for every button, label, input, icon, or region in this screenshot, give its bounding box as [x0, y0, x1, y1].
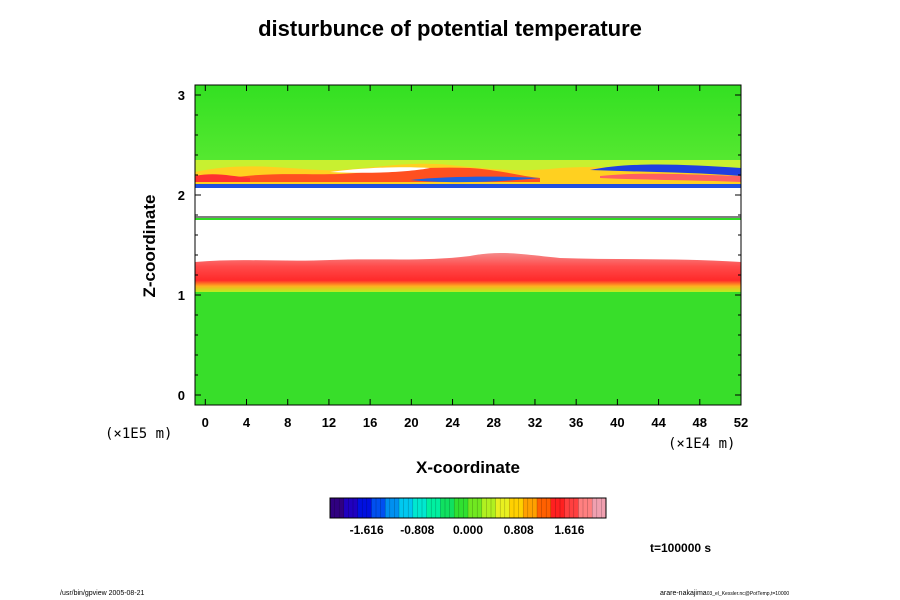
x-tick-label: 16 [363, 415, 377, 430]
colorbar-cell [330, 498, 345, 518]
x-tick-label: 52 [734, 415, 748, 430]
x-tick-label: 20 [404, 415, 418, 430]
colorbar-cell [426, 498, 441, 518]
time-annotation: t=100000 s [650, 541, 712, 555]
colorbar-cell [412, 498, 428, 518]
colorbar-tick-label: 1.616 [554, 523, 584, 537]
footer-right-sub: 03_el_Kessler.nc@PotTemp,t=10000 [706, 591, 790, 597]
chart-title: disturbunce of potential temperature [258, 16, 642, 41]
colorbar-cell [481, 498, 497, 518]
colorbar-cell [578, 498, 593, 518]
lower-layer [195, 292, 741, 405]
colorbar-cell [523, 498, 538, 518]
colorbar-cell [537, 498, 552, 518]
colorbar-tick-label: -0.808 [400, 523, 434, 537]
y-axis-title: Z-coordinate [140, 194, 159, 298]
colorbar-cell [385, 498, 400, 518]
colorbar-cell [454, 498, 469, 518]
x-axis-title: X-coordinate [416, 458, 520, 477]
x-tick-label: 48 [693, 415, 707, 430]
plot-frame [194, 84, 742, 406]
x-tick-label: 24 [445, 415, 460, 430]
colorbar-cell [592, 498, 607, 518]
y-tick-label: 3 [178, 88, 185, 103]
colorbar-frame [329, 497, 607, 519]
y-tick-label: 1 [178, 288, 185, 303]
colorbar-cell [550, 498, 566, 518]
y-tick-label: 0 [178, 388, 185, 403]
colorbar-tick-label: 0.808 [504, 523, 534, 537]
y-unit-label: (×1E5 m) [105, 426, 173, 442]
x-tick-label: 32 [528, 415, 542, 430]
x-tick-label: 40 [610, 415, 624, 430]
footer-right: arare-nakajima03_el_Kessler.nc@PotTemp,t… [660, 590, 789, 597]
colorbar-cell [509, 498, 524, 518]
wave-layer [195, 160, 741, 188]
colorbar-cell [399, 498, 414, 518]
colorbar-cell [343, 498, 359, 518]
colorbar-tick-label: -1.616 [350, 523, 384, 537]
footer-left: /usr/bin/gpview 2005-08-21 [60, 590, 145, 597]
x-tick-label: 12 [322, 415, 336, 430]
colorbar-cell [495, 498, 510, 518]
x-tick-label: 4 [243, 415, 251, 430]
x-tick-label: 28 [487, 415, 501, 430]
x-tick-label: 36 [569, 415, 583, 430]
footer-right-main: arare-nakajima [660, 590, 707, 597]
colorbar-cell [371, 498, 386, 518]
colorbar-cell [468, 498, 483, 518]
upper-layer [195, 85, 741, 160]
x-tick-label: 0 [202, 415, 209, 430]
colorbar: -1.616 -0.808 0.000 0.808 1.616 [329, 497, 607, 537]
colorbar-cell [440, 498, 455, 518]
gap-region [195, 188, 741, 218]
x-tick-label: 44 [651, 415, 666, 430]
x-tick-label: 8 [284, 415, 291, 430]
red-band [195, 252, 741, 292]
x-unit-label: (×1E4 m) [668, 436, 736, 452]
colorbar-cell [357, 498, 372, 518]
colorbar-cell [564, 498, 579, 518]
colorbar-tick-label: 0.000 [453, 523, 483, 537]
y-tick-label: 2 [178, 188, 185, 203]
